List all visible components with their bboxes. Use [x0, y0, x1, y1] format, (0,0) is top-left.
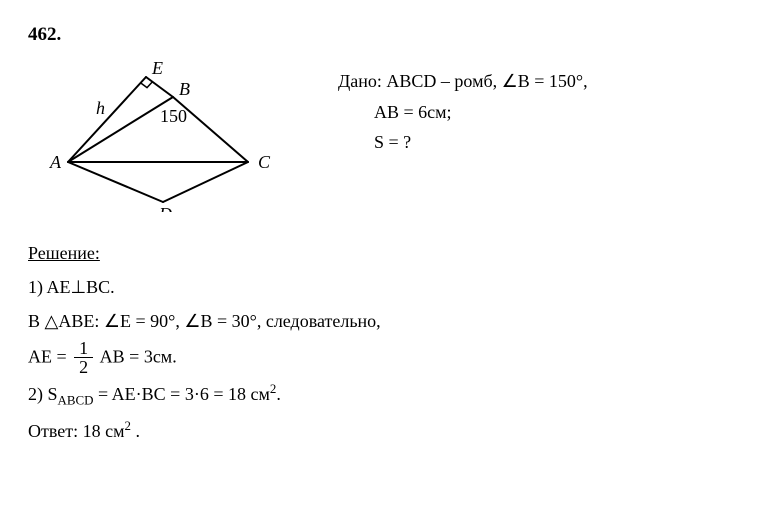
given-line-2: AB = 6см;: [338, 97, 588, 128]
sol2-pre: В: [28, 311, 45, 331]
given-line-1: Дано: ABCD – ромб, ∠B = 150°,: [338, 66, 588, 97]
frac-den: 2: [74, 358, 93, 377]
sol3-pre: AE =: [28, 346, 71, 366]
ans-pre: Ответ: 18 см: [28, 421, 125, 441]
sol4-sub: ABCD: [58, 393, 94, 408]
svg-text:A: A: [49, 152, 62, 172]
solution-line-3: AE = 12 AB = 3см.: [28, 339, 754, 378]
sol2-tri: △ABE:: [45, 311, 104, 331]
solution-title: Решение:: [28, 236, 754, 270]
svg-text:150: 150: [160, 106, 187, 126]
svg-text:B: B: [179, 79, 190, 99]
ans-post: .: [131, 421, 140, 441]
answer-line: Ответ: 18 см2 .: [28, 414, 754, 448]
solution-line-4: 2) SABCD = AE·BC = 3·6 = 18 см2.: [28, 377, 754, 413]
rhombus-diagram-svg: A B C D Eh 150: [48, 62, 278, 212]
given-angle-b: ∠B = 150°,: [502, 71, 588, 91]
sol4-pre: 2) S: [28, 384, 58, 404]
fraction-half: 12: [74, 339, 93, 378]
frac-num: 1: [74, 339, 93, 359]
sol2-rest: ∠E = 90°, ∠B = 30°, следовательно,: [104, 311, 381, 331]
solution-title-text: Решение:: [28, 243, 100, 263]
svg-text:E: E: [151, 62, 163, 78]
given-block: Дано: ABCD – ромб, ∠B = 150°, AB = 6см; …: [338, 62, 588, 158]
sol4-post: .: [276, 384, 281, 404]
svg-text:D: D: [158, 204, 172, 212]
sol4-mid: = AE·BC = 3·6 = 18 см: [94, 384, 270, 404]
problem-number: 462.: [28, 24, 754, 46]
svg-text:h: h: [96, 98, 105, 118]
given-line-3: S = ?: [338, 127, 588, 158]
svg-text:C: C: [258, 152, 271, 172]
solution-block: Решение: 1) AE⊥BC. В △ABE: ∠E = 90°, ∠B …: [28, 236, 754, 448]
solution-line-1: 1) AE⊥BC.: [28, 270, 754, 304]
top-row: A B C D Eh 150 Дано: ABCD – ромб, ∠B = 150°, …: [28, 62, 754, 212]
given-line1-pre: Дано: ABCD – ромб,: [338, 71, 502, 91]
sol3-post: AB = 3см.: [96, 346, 177, 366]
diagram: A B C D Eh 150: [48, 62, 278, 212]
solution-line-2: В △ABE: ∠E = 90°, ∠B = 30°, следовательн…: [28, 304, 754, 338]
